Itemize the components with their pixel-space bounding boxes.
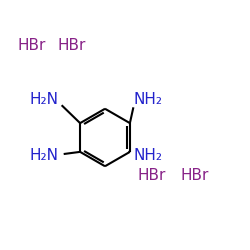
- Text: NH₂: NH₂: [134, 92, 163, 108]
- Text: HBr: HBr: [18, 38, 46, 52]
- Text: HBr: HBr: [180, 168, 208, 182]
- Text: HBr: HBr: [58, 38, 86, 52]
- Text: H₂N: H₂N: [30, 148, 59, 162]
- Text: HBr: HBr: [138, 168, 166, 182]
- Text: NH₂: NH₂: [134, 148, 163, 162]
- Text: H₂N: H₂N: [30, 92, 59, 108]
